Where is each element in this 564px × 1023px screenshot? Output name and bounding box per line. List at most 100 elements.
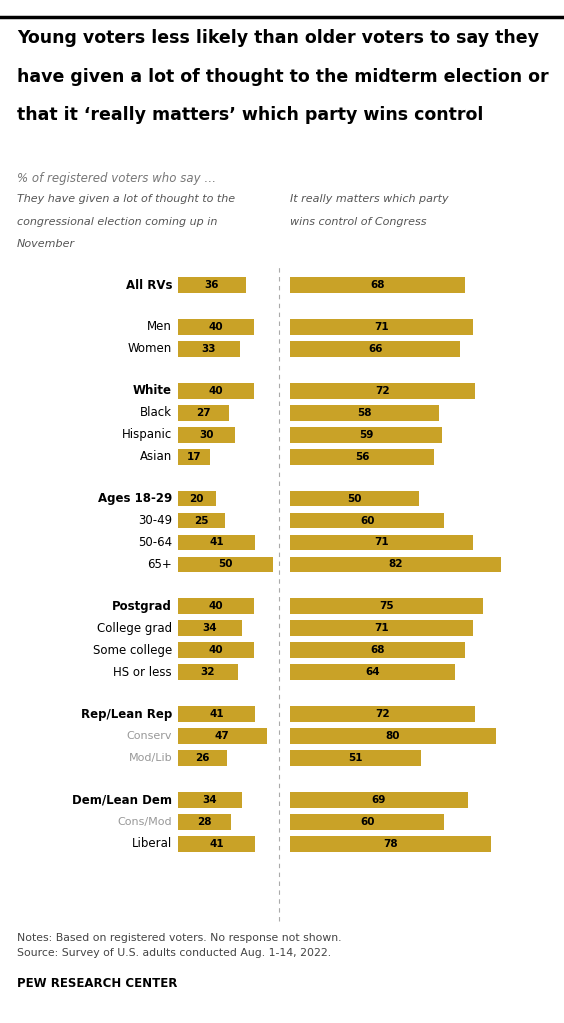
Text: 41: 41 xyxy=(209,537,224,547)
FancyBboxPatch shape xyxy=(290,792,468,808)
Text: 59: 59 xyxy=(359,430,373,440)
Text: Postgrad: Postgrad xyxy=(112,599,172,613)
FancyBboxPatch shape xyxy=(290,341,460,357)
Text: Conserv: Conserv xyxy=(126,731,172,741)
FancyBboxPatch shape xyxy=(178,341,240,357)
Text: 71: 71 xyxy=(374,623,389,633)
Text: Hispanic: Hispanic xyxy=(122,429,172,441)
Text: Liberal: Liberal xyxy=(132,837,172,850)
Text: 32: 32 xyxy=(201,667,215,677)
FancyBboxPatch shape xyxy=(290,750,421,766)
Text: 60: 60 xyxy=(360,816,374,827)
FancyBboxPatch shape xyxy=(178,557,272,573)
Text: 78: 78 xyxy=(383,839,398,849)
Text: 25: 25 xyxy=(194,516,209,526)
Text: 58: 58 xyxy=(358,408,372,417)
FancyBboxPatch shape xyxy=(290,535,473,550)
Text: 20: 20 xyxy=(190,493,204,503)
FancyBboxPatch shape xyxy=(290,664,455,680)
FancyBboxPatch shape xyxy=(290,449,434,464)
FancyBboxPatch shape xyxy=(290,277,465,293)
FancyBboxPatch shape xyxy=(178,598,254,614)
FancyBboxPatch shape xyxy=(290,836,491,852)
Text: 50: 50 xyxy=(347,493,362,503)
Text: 50-64: 50-64 xyxy=(138,536,172,549)
FancyBboxPatch shape xyxy=(178,728,267,744)
Text: They have given a lot of thought to the: They have given a lot of thought to the xyxy=(17,194,235,205)
FancyBboxPatch shape xyxy=(178,706,255,722)
FancyBboxPatch shape xyxy=(290,598,483,614)
Text: 51: 51 xyxy=(349,753,363,763)
Text: Dem/Lean Dem: Dem/Lean Dem xyxy=(72,793,172,806)
FancyBboxPatch shape xyxy=(178,664,239,680)
Text: 36: 36 xyxy=(205,280,219,291)
Text: 69: 69 xyxy=(372,795,386,805)
FancyBboxPatch shape xyxy=(290,642,465,658)
Text: 41: 41 xyxy=(209,709,224,719)
Text: 56: 56 xyxy=(355,452,369,461)
Text: 40: 40 xyxy=(208,602,223,612)
Text: 40: 40 xyxy=(208,386,223,396)
FancyBboxPatch shape xyxy=(290,706,475,722)
Text: 41: 41 xyxy=(209,839,224,849)
FancyBboxPatch shape xyxy=(290,491,418,506)
Text: Women: Women xyxy=(128,343,172,355)
Text: 71: 71 xyxy=(374,537,389,547)
Text: Source: Survey of U.S. adults conducted Aug. 1-14, 2022.: Source: Survey of U.S. adults conducted … xyxy=(17,948,331,959)
FancyBboxPatch shape xyxy=(290,405,439,420)
Text: 26: 26 xyxy=(195,753,210,763)
Text: College grad: College grad xyxy=(97,622,172,635)
Text: 72: 72 xyxy=(376,386,390,396)
FancyBboxPatch shape xyxy=(290,319,473,335)
Text: Black: Black xyxy=(140,406,172,419)
Text: 68: 68 xyxy=(371,280,385,291)
FancyBboxPatch shape xyxy=(178,792,242,808)
Text: 71: 71 xyxy=(374,322,389,331)
Text: 40: 40 xyxy=(208,646,223,656)
Text: 68: 68 xyxy=(371,646,385,656)
FancyBboxPatch shape xyxy=(178,277,246,293)
FancyBboxPatch shape xyxy=(178,620,242,636)
Text: 34: 34 xyxy=(202,795,217,805)
FancyBboxPatch shape xyxy=(178,814,231,830)
Text: wins control of Congress: wins control of Congress xyxy=(290,217,427,227)
Text: 80: 80 xyxy=(386,731,400,741)
FancyBboxPatch shape xyxy=(290,728,496,744)
FancyBboxPatch shape xyxy=(178,642,254,658)
Text: Asian: Asian xyxy=(140,450,172,463)
Text: 33: 33 xyxy=(202,344,216,354)
Text: 82: 82 xyxy=(389,560,403,570)
Text: 47: 47 xyxy=(215,731,230,741)
Text: HS or less: HS or less xyxy=(113,666,172,679)
Text: Some college: Some college xyxy=(92,643,172,657)
Text: 66: 66 xyxy=(368,344,382,354)
Text: 72: 72 xyxy=(376,709,390,719)
Text: 30: 30 xyxy=(199,430,213,440)
Text: Notes: Based on registered voters. No response not shown.: Notes: Based on registered voters. No re… xyxy=(17,933,341,943)
Text: Cons/Mod: Cons/Mod xyxy=(117,816,172,827)
Text: 30-49: 30-49 xyxy=(138,514,172,527)
Text: 60: 60 xyxy=(360,516,374,526)
Text: November: November xyxy=(17,239,75,250)
Text: 50: 50 xyxy=(218,560,232,570)
FancyBboxPatch shape xyxy=(178,427,235,443)
Text: It really matters which party: It really matters which party xyxy=(290,194,449,205)
Text: Ages 18-29: Ages 18-29 xyxy=(98,492,172,505)
Text: Men: Men xyxy=(147,320,172,333)
Text: have given a lot of thought to the midterm election or: have given a lot of thought to the midte… xyxy=(17,68,549,86)
FancyBboxPatch shape xyxy=(178,405,229,420)
FancyBboxPatch shape xyxy=(290,814,444,830)
FancyBboxPatch shape xyxy=(178,535,255,550)
FancyBboxPatch shape xyxy=(178,750,227,766)
Text: 34: 34 xyxy=(202,623,217,633)
Text: PEW RESEARCH CENTER: PEW RESEARCH CENTER xyxy=(17,977,177,990)
FancyBboxPatch shape xyxy=(290,557,501,573)
FancyBboxPatch shape xyxy=(178,513,225,529)
FancyBboxPatch shape xyxy=(178,449,210,464)
Text: 40: 40 xyxy=(208,322,223,331)
Text: 65+: 65+ xyxy=(147,558,172,571)
FancyBboxPatch shape xyxy=(290,513,444,529)
Text: All RVs: All RVs xyxy=(126,278,172,292)
Text: Young voters less likely than older voters to say they: Young voters less likely than older vote… xyxy=(17,29,539,47)
FancyBboxPatch shape xyxy=(290,620,473,636)
